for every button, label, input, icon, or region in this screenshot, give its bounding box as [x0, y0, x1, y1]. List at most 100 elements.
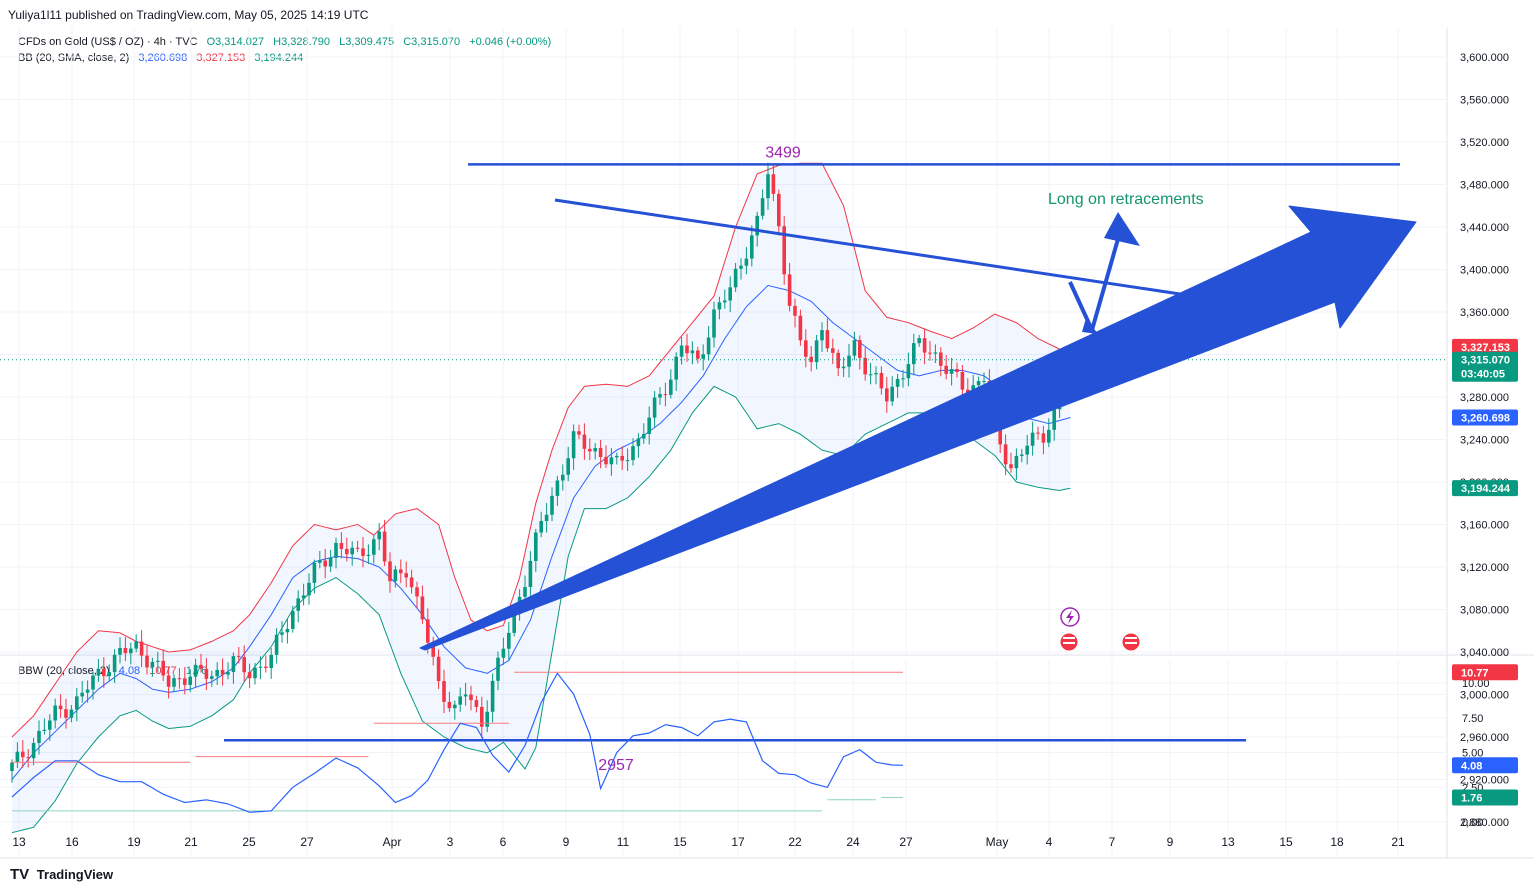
candle-body	[183, 678, 187, 685]
candle-body	[944, 365, 948, 374]
candle-body	[982, 380, 986, 382]
candle-body	[571, 431, 576, 459]
candle-body	[696, 350, 700, 359]
candle-body	[960, 371, 965, 390]
candle-body	[339, 542, 344, 549]
candle-body	[490, 680, 495, 712]
candle-body	[177, 678, 182, 680]
bbw-high-tag-text: 10.77	[1461, 667, 1489, 679]
bbw-high-tag: 10.77	[1452, 664, 1518, 681]
bb-name[interactable]: BB (20, SMA, close, 2)	[18, 52, 130, 64]
candle-body	[345, 548, 349, 555]
time-tick-label: 7	[1109, 835, 1116, 849]
candle-body	[922, 338, 927, 353]
symbol-label[interactable]: CFDs on Gold (US$ / OZ) · 4h · TVC	[18, 36, 198, 48]
candle-body	[328, 557, 333, 567]
candle-body	[318, 560, 322, 563]
bb-lower-tag: 3,194.244	[1452, 480, 1518, 497]
time-tick-label: 27	[899, 835, 913, 849]
published-text: Yuliya1l11 published on TradingView.com,…	[8, 8, 369, 22]
candle-body	[928, 352, 932, 354]
high-value: H3,328.790	[273, 36, 331, 48]
price-tick-label: 3,080.000	[1460, 605, 1509, 617]
candle-body	[123, 647, 128, 654]
bb-upper-value: 3,327.153	[196, 52, 246, 64]
candle-body	[237, 656, 241, 658]
bb-upper-tag-bg	[1452, 338, 1518, 355]
candle-body	[291, 610, 295, 629]
candle-body	[415, 587, 419, 597]
bb-upper-line	[11, 162, 1071, 738]
candle-body	[604, 456, 608, 465]
time-tick-label: 19	[127, 835, 141, 849]
candle-body	[852, 340, 857, 356]
candle-body	[1025, 445, 1029, 455]
bbw-high-tag-bg	[1452, 664, 1518, 681]
candle-body	[555, 480, 560, 496]
price-tick-label: 3,120.000	[1460, 562, 1509, 574]
time-tick-label: Apr	[383, 835, 402, 849]
bbw-low-tag-bg	[1452, 789, 1518, 806]
flag-stripe-icon	[1063, 637, 1075, 639]
candle-body	[426, 619, 430, 643]
bbw-tick-label: 0.00	[1462, 817, 1483, 829]
candle-body	[420, 596, 425, 620]
last-price-tag: 3,315.070 03:40:05	[1452, 351, 1518, 382]
time-tick-label: 21	[1391, 835, 1405, 849]
time-tick-label: 24	[846, 835, 860, 849]
candle-body	[728, 287, 732, 301]
candle-body	[917, 338, 921, 344]
candle-body	[588, 448, 592, 452]
descending-trendline[interactable]	[554, 198, 1181, 296]
candle-body	[534, 532, 538, 561]
bullish-trend-arrow[interactable]	[419, 205, 1417, 651]
last-price-tag-text: 03:40:05	[1461, 369, 1505, 381]
time-tick-label: 17	[731, 835, 745, 849]
candle-body	[620, 455, 624, 461]
lightning-icon	[1066, 610, 1074, 624]
candle-body	[544, 514, 549, 521]
axes: 2,880.000 2,920.000 2,960.000 3,000.000 3,04…	[12, 52, 1509, 849]
candle-body	[685, 345, 689, 354]
pullback-arrowhead-icon	[1082, 318, 1098, 334]
candle-body	[798, 315, 803, 341]
bb-upper-tag: 3,327.153	[1452, 338, 1518, 355]
bb-lower-value: 3,194.244	[254, 52, 304, 64]
level-3499-label: 3499	[765, 144, 801, 161]
candle-body	[409, 577, 414, 588]
candle-body	[388, 561, 392, 582]
candle-body	[382, 531, 387, 562]
time-tick-label: 4	[1046, 835, 1053, 849]
candle-body	[625, 460, 630, 462]
candle-body	[139, 641, 144, 656]
bb-basis-tag-bg	[1452, 409, 1518, 426]
candle-body	[453, 704, 457, 709]
time-tick-label: 22	[788, 835, 802, 849]
bbw-value-tag: 4.08	[1452, 757, 1518, 774]
candle-body	[204, 668, 209, 679]
candle-body	[258, 666, 263, 668]
price-tick-label: 3,240.000	[1460, 435, 1509, 447]
event-icons[interactable]	[1059, 607, 1141, 652]
candle-body	[247, 672, 252, 679]
candle-body	[42, 729, 47, 731]
candle-body	[480, 706, 484, 727]
candle-body	[804, 340, 808, 357]
bollinger-bands	[11, 162, 1071, 834]
long-on-retracements-note[interactable]: Long on retracements	[1048, 191, 1204, 208]
candle-body	[598, 448, 603, 457]
footer-brand[interactable]: TV TradingView	[10, 866, 113, 883]
bbw-tick-label: 7.50	[1462, 713, 1483, 725]
candle-body	[642, 433, 646, 439]
bbw-value-tag-bg	[1452, 757, 1518, 774]
candle-body	[458, 696, 462, 705]
candle-body	[701, 354, 705, 359]
candle-body	[528, 560, 533, 588]
candle-body	[901, 378, 905, 380]
candle-body	[274, 634, 279, 655]
time-tick-label: 27	[300, 835, 314, 849]
candles	[10, 162, 1073, 783]
time-tick-label: 9	[563, 835, 570, 849]
